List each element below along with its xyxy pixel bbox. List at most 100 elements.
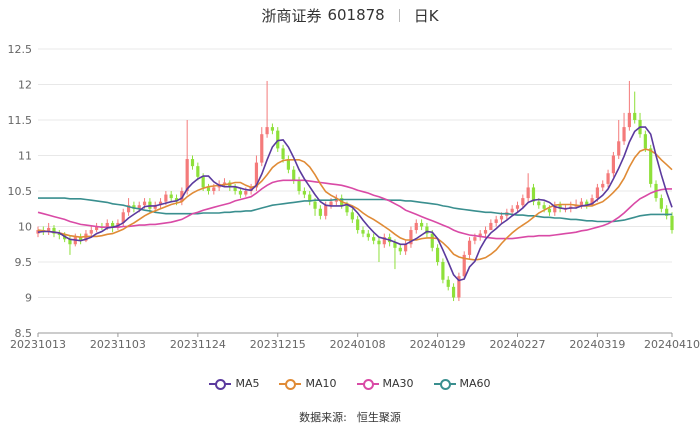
y-tick-label: 10 — [18, 221, 32, 234]
candle-body — [132, 205, 136, 209]
candle-body — [446, 279, 450, 287]
candle-body — [190, 159, 195, 167]
candle-body — [622, 127, 626, 142]
candle-body — [579, 201, 584, 206]
legend-label-ma60: MA60 — [459, 377, 491, 390]
y-tick-label: 12 — [18, 79, 32, 92]
source-value: 恒生聚源 — [356, 411, 401, 424]
candle-body — [382, 237, 386, 245]
candle-body — [649, 148, 653, 184]
candle-body — [174, 198, 179, 202]
candle-body — [329, 201, 333, 206]
data-source: 数据来源: 恒生聚源 — [0, 409, 700, 425]
x-tick-label: 20240108 — [330, 338, 386, 351]
candle-body — [611, 155, 615, 174]
candle-body — [212, 187, 216, 191]
candle-body — [356, 219, 360, 231]
candle-body — [47, 227, 51, 233]
chart-title: 浙商证券 601878 日K — [0, 4, 700, 26]
candle-body — [510, 208, 514, 213]
candle-body — [590, 198, 594, 206]
candle-body — [95, 226, 99, 231]
candle-body — [361, 230, 365, 234]
candle-body — [542, 205, 546, 209]
candle-body — [297, 180, 301, 191]
candle-body — [473, 237, 477, 241]
candle-body — [121, 212, 125, 223]
candle-body — [89, 230, 93, 234]
x-tick-label: 20240319 — [569, 338, 625, 351]
candle-body — [206, 187, 211, 191]
candle-body — [409, 230, 413, 245]
legend-label-ma10: MA10 — [305, 377, 337, 390]
period-label: 日K — [413, 6, 439, 25]
candle-body — [398, 247, 402, 252]
candle-body — [537, 201, 541, 206]
y-tick-label: 12.5 — [8, 43, 33, 56]
ma60-line — [38, 197, 672, 223]
candle-body — [126, 205, 131, 213]
candle-body — [606, 173, 610, 184]
candle-body — [52, 227, 56, 234]
title-separator — [398, 8, 400, 22]
candle-body — [238, 191, 243, 195]
ma5-line — [37, 126, 673, 282]
candle-body — [547, 208, 552, 213]
candle-body — [244, 191, 248, 195]
legend-swatch-ma10 — [279, 378, 302, 390]
candle-body — [302, 191, 306, 195]
candle-body — [457, 276, 461, 298]
candle-body — [366, 233, 370, 238]
candle-body — [254, 162, 259, 188]
x-tick-label: 20240410 — [644, 338, 700, 351]
candle-body — [553, 205, 557, 213]
legend-swatch-ma5 — [209, 378, 232, 390]
legend-item-ma30[interactable]: MA30 — [356, 377, 414, 390]
candle-body — [68, 239, 72, 245]
legend-swatch-ma30 — [356, 378, 379, 390]
candle-body — [286, 159, 291, 170]
candle-body — [585, 201, 589, 206]
candle-body — [633, 112, 637, 120]
candle-body — [372, 237, 376, 241]
candle-body — [260, 134, 264, 163]
source-label: 数据来源: — [299, 411, 347, 424]
candle-body — [158, 201, 163, 206]
x-tick-label: 20231215 — [250, 338, 306, 351]
candle-body — [489, 222, 493, 231]
y-tick-label: 10.5 — [8, 185, 33, 198]
candle-body — [281, 148, 285, 160]
candle-body — [617, 141, 621, 156]
candle-body — [110, 222, 115, 228]
candle-body — [467, 240, 472, 255]
legend-item-ma10[interactable]: MA10 — [279, 377, 337, 390]
candle-body — [270, 127, 275, 131]
candle-body — [430, 233, 434, 248]
candle-body — [531, 187, 536, 202]
candle-body — [196, 166, 200, 177]
candle-body — [137, 205, 141, 209]
candle-body — [404, 244, 408, 252]
candle-body — [425, 226, 429, 234]
x-tick-label: 20240129 — [410, 338, 466, 351]
x-tick-label: 20240227 — [489, 338, 545, 351]
candle-body — [164, 194, 168, 202]
candle-body — [462, 254, 466, 277]
candle-body — [643, 134, 647, 149]
candle-body — [324, 205, 328, 216]
candle-body — [414, 222, 418, 231]
x-tick-label: 20231013 — [10, 338, 66, 351]
candle-body — [451, 286, 456, 298]
candle-body — [313, 201, 317, 209]
candle-body — [515, 205, 520, 209]
legend-item-ma5[interactable]: MA5 — [209, 377, 259, 390]
candle-body — [494, 219, 498, 223]
candle-body — [345, 205, 349, 213]
chart-legend: MA5 MA10 MA30 MA60 — [0, 377, 700, 390]
legend-item-ma60[interactable]: MA60 — [433, 377, 491, 390]
legend-swatch-ma60 — [433, 378, 456, 390]
stock-name: 浙商证券 — [261, 6, 322, 25]
stock-code: 601878 — [327, 6, 385, 24]
candle-body — [318, 208, 322, 216]
